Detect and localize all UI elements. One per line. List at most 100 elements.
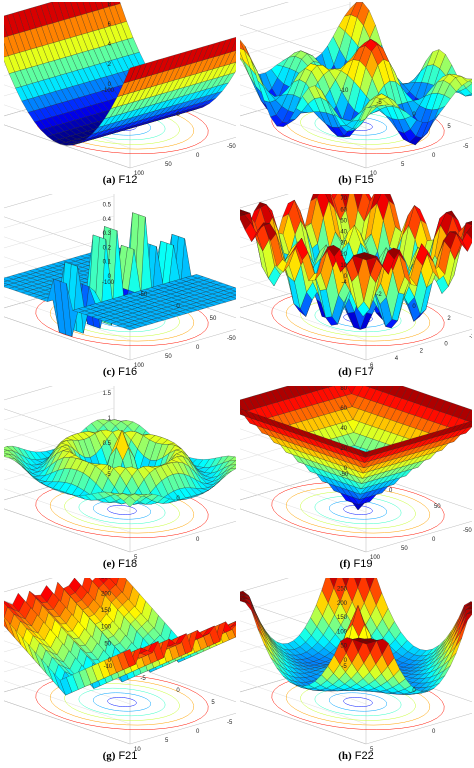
x-tick-label: -5 [105,472,111,478]
y-tick-label: 0 [432,729,436,735]
tick-labels: 21.510.5050-550-5 [103,391,200,560]
z-tick-label: 0 [108,274,112,280]
surface-plot-f16: 0.70.60.50.40.30.20.10100500-50-10010050… [4,194,236,368]
caption-letter: (d) [338,366,352,378]
y-tick-label: 5 [134,555,138,560]
caption-letter: (e) [102,558,116,570]
z-tick-label: 0 [108,466,112,472]
z-tick-label: 50 [104,641,111,647]
z-tick-label: 150 [337,615,348,621]
z-tick-label: 100 [337,629,348,635]
x-tick-label: -50 [139,292,148,298]
tick-labels: 0.70.60.50.40.30.20.10100500-50-10010050… [102,194,236,368]
z-tick-label: 0 [344,658,348,664]
z-tick-label: 20 [340,446,347,452]
y-tick-label: -50 [463,528,472,534]
y-tick-label: 0 [196,153,200,159]
y-tick-label: -2 [469,334,472,340]
y-tick-label: 100 [134,171,145,176]
z-tick-label: 50 [340,644,347,650]
y-tick-label: 0 [196,537,200,543]
z-tick-label: 30 [340,241,347,247]
surface-mesh [240,578,472,695]
y-tick-label: 2 [420,349,424,355]
z-tick-label: 40 [340,426,347,432]
y-tick-label: -5 [463,144,469,150]
caption-name: F19 [353,558,373,570]
y-tick-label: 50 [165,354,172,360]
x-tick-label: -2 [376,292,382,298]
caption-name: F16 [118,366,138,378]
z-tick-label: 0 [108,82,112,88]
caption-letter: (b) [338,174,352,186]
z-tick-label: 0.2 [103,245,112,251]
caption-a: (a) F12 [4,174,236,186]
x-tick-label: 50 [210,316,217,322]
caption-c: (c) F16 [4,366,236,378]
caption-e: (e) F18 [4,558,236,570]
z-tick-label: 100 [101,625,112,631]
z-tick-label: 0.4 [103,217,112,223]
y-tick-label: 5 [165,738,169,744]
y-tick-label: 4 [395,356,399,362]
y-tick-label: 100 [134,363,145,368]
x-tick-label: 5 [447,124,451,130]
x-tick-label: -100 [102,88,115,94]
caption-name: F15 [354,174,374,186]
panel-e: 21.510.5050-550-5 (e) F18 [4,386,236,574]
surface-mesh [4,578,236,696]
x-tick-label: -4 [341,280,347,286]
y-tick-label: 50 [165,162,172,168]
caption-f: (f) F19 [240,558,472,570]
caption-g: (g) F21 [4,750,236,762]
z-tick-label: 0.1 [103,260,112,266]
z-tick-label: 0 [108,658,112,664]
surface-mesh [4,419,236,508]
y-tick-label: -50 [227,336,236,342]
z-tick-label: 0 [344,466,348,472]
x-tick-label: 0 [176,304,180,310]
x-tick-label: -5 [376,100,382,106]
z-tick-label: 1.5 [103,391,112,397]
x-tick-label: 50 [434,504,441,510]
surface-plot-f22: 35030025020015010050050-550-5 [240,578,472,752]
surface-mesh [4,2,236,146]
y-tick-label: 5 [401,162,405,168]
y-tick-label: -5 [227,720,233,726]
y-tick-label: 0 [444,341,448,347]
surface-mesh [240,386,472,511]
caption-letter: (g) [102,750,116,762]
x-tick-label: -10 [340,88,349,94]
z-tick-label: 0.3 [103,231,112,237]
x-tick-label: 0 [412,304,416,310]
z-tick-label: 150 [101,608,112,614]
z-tick-label: 60 [340,207,347,213]
caption-b: (b) F15 [240,174,472,186]
y-tick-label: 0 [196,345,200,351]
x-tick-label: 0 [176,688,180,694]
z-tick-label: 0 [344,274,348,280]
contour-lines [271,482,445,538]
z-tick-label: 70 [340,196,347,202]
y-tick-label: 0 [196,729,200,735]
z-tick-label: 200 [101,591,112,597]
z-tick-label: 2 [108,62,112,68]
z-tick-label: 40 [340,230,347,236]
z-tick-label: 0.5 [103,441,112,447]
z-tick-label: 250 [101,578,112,581]
panel-c: 0.70.60.50.40.30.20.10100500-50-10010050… [4,194,236,382]
caption-letter: (a) [102,174,116,186]
panel-h: 35030025020015010050050-550-5 (h) F22 [240,578,472,766]
z-tick-label: 50 [340,218,347,224]
